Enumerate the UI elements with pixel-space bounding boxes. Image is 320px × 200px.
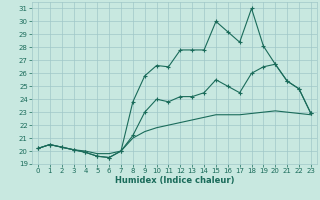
X-axis label: Humidex (Indice chaleur): Humidex (Indice chaleur) <box>115 176 234 185</box>
